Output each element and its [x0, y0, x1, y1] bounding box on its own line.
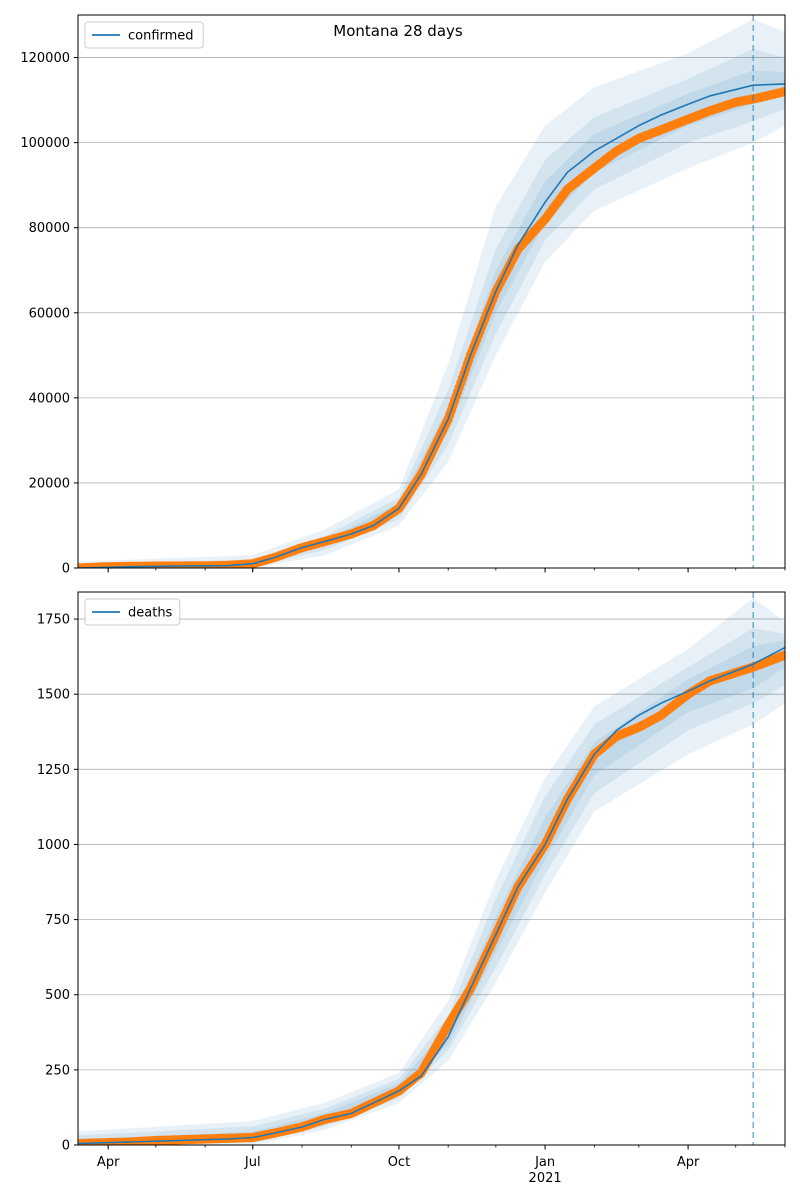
legend: confirmed	[84, 21, 204, 49]
y-tick-label: 20000	[29, 476, 70, 491]
y-tick-label: 80000	[29, 221, 70, 236]
y-tick-label: 250	[45, 1063, 70, 1078]
x-tick-label: Apr	[677, 1155, 700, 1170]
plot-area	[78, 598, 785, 1145]
y-tick-label: 1250	[37, 763, 70, 778]
axes-frame	[77, 14, 786, 569]
legend-label: confirmed	[128, 29, 194, 44]
y-tick-label: 0	[62, 1139, 70, 1154]
y-tick-label: 1500	[37, 688, 70, 703]
y-tick-label: 100000	[20, 136, 70, 151]
legend-box	[84, 598, 181, 626]
observed-point	[780, 87, 785, 97]
figure-title: Montana 28 days	[333, 22, 463, 40]
median-line	[78, 646, 785, 1145]
x-tick-label: Apr	[97, 1155, 120, 1170]
uncertainty-band	[78, 640, 785, 1145]
y-tick-label: 1000	[37, 838, 70, 853]
y-tick-label: 0	[62, 562, 70, 577]
uncertainty-band	[78, 628, 785, 1145]
x-tick-sublabel: 2021	[529, 1171, 562, 1186]
y-tick-label: 60000	[29, 306, 70, 321]
axes-frame	[77, 591, 786, 1146]
uncertainty-band	[78, 49, 785, 568]
uncertainty-band	[78, 598, 785, 1145]
x-tick-label: Jul	[244, 1155, 261, 1170]
confirmed-panel: 0 20000 40000 60000 80000 100000 120000 confirm…	[20, 14, 786, 577]
legend: deaths	[84, 598, 181, 626]
median-line	[78, 83, 785, 568]
y-tick-label: 40000	[29, 391, 70, 406]
legend-box	[84, 21, 204, 49]
plot-area	[78, 19, 785, 568]
x-tick-label: Jan	[534, 1155, 555, 1170]
y-tick-label: 120000	[20, 51, 70, 66]
x-tick-label: Oct	[388, 1155, 410, 1170]
deaths-panel: 0 250 500 750 1000 1250 1500 1750 Apr Jul Oct Jan20…	[37, 591, 786, 1186]
y-tick-label: 500	[45, 988, 70, 1003]
y-tick-label: 750	[45, 913, 70, 928]
y-tick-label: 1750	[37, 613, 70, 628]
observed-point	[780, 650, 785, 660]
legend-label: deaths	[128, 606, 173, 621]
